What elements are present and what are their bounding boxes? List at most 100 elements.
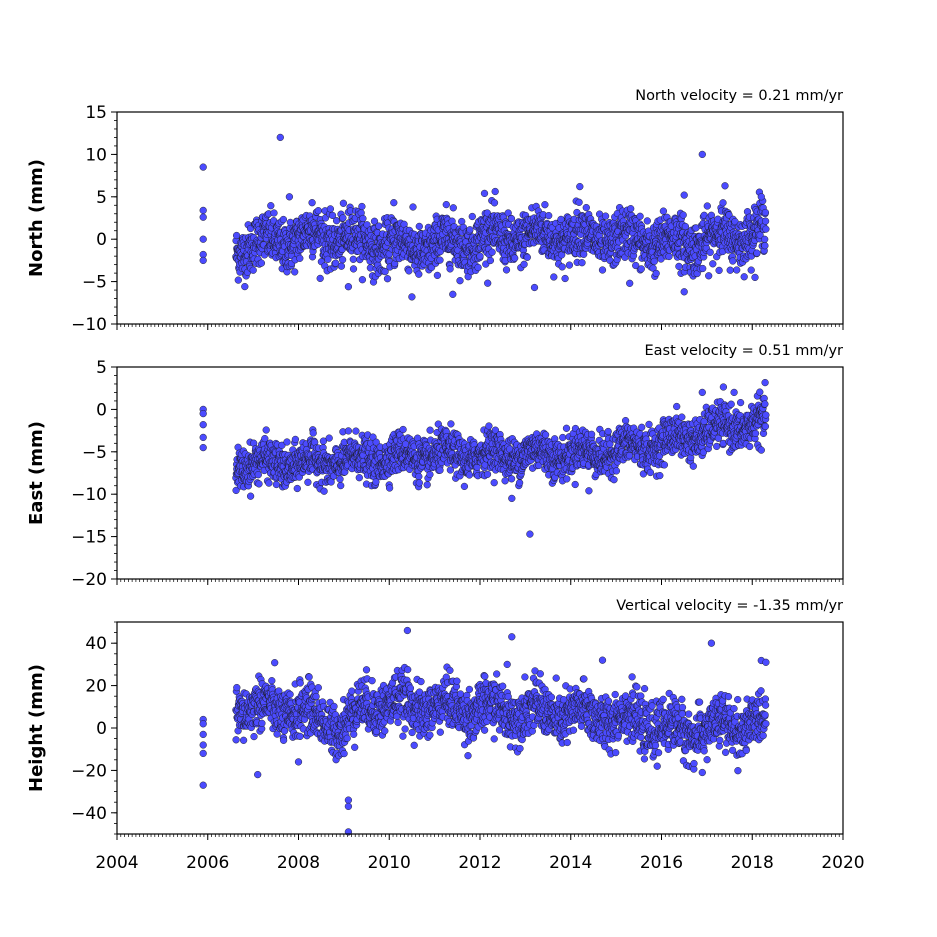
data-point <box>468 212 476 221</box>
data-point <box>665 252 673 261</box>
data-point <box>698 150 706 159</box>
data-point <box>706 248 714 256</box>
data-point <box>650 257 658 266</box>
data-point <box>726 266 734 274</box>
data-point <box>761 217 770 225</box>
data-point <box>199 213 207 221</box>
data-point <box>488 248 496 256</box>
data-point <box>761 378 769 387</box>
data-point <box>751 429 760 438</box>
y-tick-label: −40 <box>71 804 107 824</box>
y-tick-label: −5 <box>82 443 107 463</box>
data-point <box>415 479 423 487</box>
data-point <box>390 199 398 207</box>
y-tick-label: −10 <box>71 315 107 335</box>
data-point <box>381 267 389 276</box>
y-tick-label: −20 <box>71 570 107 590</box>
data-point <box>279 215 288 224</box>
data-point <box>753 249 761 257</box>
data-point <box>234 276 242 284</box>
data-point <box>698 388 706 397</box>
data-point <box>436 256 444 264</box>
data-point <box>638 423 646 431</box>
data-point <box>415 270 423 278</box>
data-point <box>358 202 366 211</box>
data-point <box>433 271 442 280</box>
data-point <box>249 266 257 274</box>
data-point <box>762 225 770 233</box>
data-point <box>559 433 567 442</box>
data-point <box>255 480 263 488</box>
data-point <box>545 211 553 220</box>
data-point <box>352 427 360 435</box>
data-point <box>344 427 353 435</box>
north-panel-title: North velocity = 0.21 mm/yr <box>635 88 843 104</box>
y-tick-label: 20 <box>85 677 107 697</box>
data-point <box>296 254 304 262</box>
data-point <box>515 479 524 487</box>
y-tick-label: 5 <box>96 188 107 208</box>
data-point <box>507 214 516 223</box>
data-point <box>656 471 664 480</box>
data-point <box>436 466 444 474</box>
data-point <box>491 187 499 196</box>
data-point <box>358 276 367 284</box>
data-point <box>283 438 291 446</box>
data-point <box>604 427 612 436</box>
data-point <box>232 231 241 240</box>
data-point <box>757 446 765 454</box>
data-point <box>447 420 455 428</box>
data-point <box>409 203 417 211</box>
data-point <box>272 480 281 489</box>
data-point <box>507 475 516 483</box>
data-point <box>339 199 348 207</box>
data-point <box>199 443 207 452</box>
y-tick-label: −20 <box>71 761 107 781</box>
east-panel-title: East velocity = 0.51 mm/yr <box>644 343 843 359</box>
data-point <box>757 193 765 201</box>
data-point <box>328 211 337 220</box>
data-point <box>576 182 584 191</box>
data-point <box>679 211 687 219</box>
data-point <box>746 442 754 451</box>
data-point <box>627 205 635 213</box>
data-point <box>291 268 299 276</box>
data-point <box>762 411 770 419</box>
data-point <box>681 222 690 231</box>
data-point <box>316 274 324 283</box>
data-point <box>526 530 534 538</box>
data-point <box>257 259 266 267</box>
east-panel: −20 −15 −10 −5 0 5 East velocity = 0.51 mm/yr… <box>26 343 844 590</box>
data-point <box>761 400 769 408</box>
data-point <box>761 235 769 243</box>
data-point <box>530 283 539 292</box>
data-point <box>571 480 579 489</box>
data-point <box>337 481 345 490</box>
data-point <box>261 434 269 443</box>
east-ylabel: East (mm) <box>26 421 47 525</box>
data-point <box>550 273 558 281</box>
data-point <box>756 388 764 396</box>
data-point <box>460 482 469 491</box>
data-point <box>246 492 255 500</box>
data-point <box>383 275 392 283</box>
data-point <box>490 199 499 207</box>
data-point <box>446 265 454 273</box>
y-tick-label: −15 <box>71 528 107 548</box>
data-point <box>709 260 717 268</box>
data-point <box>415 222 423 231</box>
data-point <box>199 163 207 171</box>
data-point <box>721 182 729 190</box>
data-point <box>304 478 312 486</box>
data-point <box>626 279 634 287</box>
data-point <box>585 487 593 495</box>
data-point <box>285 193 294 201</box>
data-point <box>262 426 270 434</box>
data-point <box>474 263 482 272</box>
data-point <box>643 217 651 225</box>
data-point <box>565 261 574 269</box>
data-point <box>370 217 379 225</box>
data-point <box>587 430 596 438</box>
data-point <box>465 471 474 479</box>
